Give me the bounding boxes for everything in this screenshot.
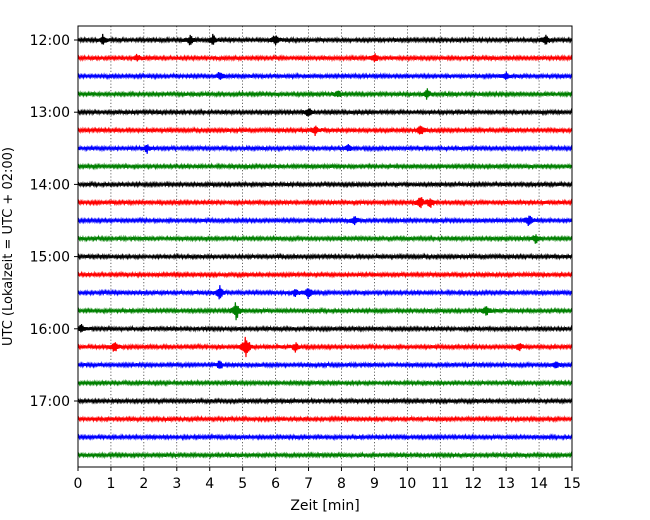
x-tick-label-12: 12	[464, 476, 482, 492]
trace-1300	[77, 108, 573, 117]
x-tick-label-5: 5	[238, 476, 247, 492]
x-tick-label-8: 8	[337, 476, 346, 492]
trace-1530	[77, 285, 573, 300]
trace-1745	[77, 451, 573, 460]
trace-1415	[77, 197, 573, 209]
x-tick-label-4: 4	[205, 476, 214, 492]
trace-1230	[77, 71, 573, 81]
trace-1400	[77, 180, 573, 189]
x-tick-label-7: 7	[304, 476, 313, 492]
y-tick-label-5: 17:00	[30, 394, 70, 410]
x-axis-ticks: 0 1 2 3 4 5 6 7 8 9 10 11 12 13 14 15	[74, 467, 581, 492]
x-tick-label-3: 3	[172, 476, 181, 492]
x-tick-label-2: 2	[139, 476, 148, 492]
y-axis-ticks: 12:00 13:00 14:00 15:00 16:00 17:00	[30, 33, 78, 410]
trace-1715	[77, 414, 573, 424]
y-axis-label: UTC (Lokalzeit = UTC + 02:00)	[1, 147, 16, 346]
trace-1515	[77, 270, 573, 279]
x-tick-label-13: 13	[497, 476, 515, 492]
x-tick-label-1: 1	[106, 476, 115, 492]
trace-1330	[77, 144, 573, 154]
x-tick-label-9: 9	[370, 476, 379, 492]
x-tick-label-0: 0	[74, 476, 83, 492]
trace-1630	[77, 360, 573, 370]
y-tick-label-2: 14:00	[30, 177, 70, 193]
trace-layer	[77, 33, 573, 460]
trace-1430	[77, 215, 573, 227]
y-tick-label-3: 15:00	[30, 250, 70, 266]
x-tick-label-15: 15	[563, 476, 581, 492]
trace-1615	[77, 336, 573, 358]
trace-1730	[77, 432, 573, 442]
y-tick-label-1: 13:00	[30, 105, 70, 121]
trace-1445	[77, 234, 573, 244]
x-tick-label-11: 11	[431, 476, 449, 492]
trace-1545	[77, 302, 573, 321]
x-tick-label-10: 10	[398, 476, 416, 492]
trace-1500	[77, 252, 573, 261]
x-tick-label-14: 14	[530, 476, 548, 492]
trace-1345	[77, 162, 573, 171]
x-tick-label-6: 6	[271, 476, 280, 492]
x-axis-label: Zeit [min]	[290, 498, 359, 514]
trace-1215	[77, 53, 573, 63]
trace-1245	[77, 88, 573, 100]
y-tick-label-4: 16:00	[30, 322, 70, 338]
trace-1645	[77, 378, 573, 388]
trace-1315	[77, 125, 573, 137]
trace-1700	[77, 396, 573, 406]
plot-frame	[77, 25, 573, 468]
trace-1200	[77, 33, 573, 46]
y-tick-label-0: 12:00	[30, 33, 70, 49]
trace-1600	[77, 324, 573, 333]
